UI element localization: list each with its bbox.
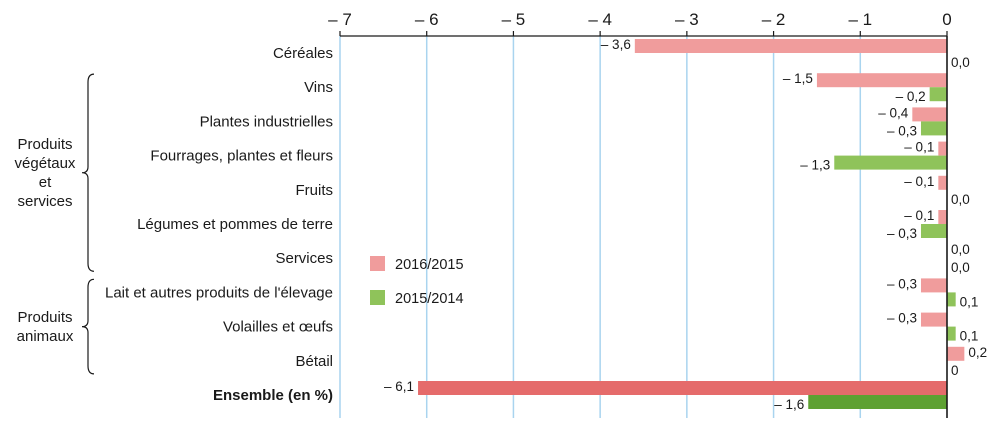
value-label: – 0,1 [904, 174, 934, 189]
category-label: Légumes et pommes de terre [137, 216, 333, 233]
legend: 2016/2015 2015/2014 [370, 256, 464, 307]
group-label: et [39, 174, 52, 191]
value-label: – 0,1 [904, 140, 934, 155]
category-label: Lait et autres produits de l'élevage [105, 284, 333, 301]
value-labels: – 3,6 0,0 – 1,5 – 0,2– 0,4 – 0,3 – 0,1 – 1,3 – … [384, 37, 987, 412]
category-label: Services [275, 250, 333, 267]
x-axis: – 7 – 6 – 5 – 4 – 3 – 2 – 1 0 [328, 10, 952, 418]
bar [920, 278, 947, 293]
category-label: Volailles et œufs [223, 319, 333, 336]
value-label: – 0,3 [887, 123, 917, 138]
bar [938, 175, 947, 190]
bar [947, 292, 956, 307]
x-tick-label: – 2 [762, 10, 786, 29]
value-label: – 0,1 [904, 208, 934, 223]
value-label: – 0,3 [887, 276, 917, 291]
category-labels: Céréales Vins Plantes industrielles Fourrag… [105, 45, 333, 404]
group-brace [81, 278, 95, 375]
value-label: 0,0 [951, 260, 970, 275]
gridlines [339, 36, 862, 418]
value-label: – 3,6 [601, 37, 631, 52]
bar [912, 107, 947, 122]
group-brace [81, 73, 95, 272]
group-label: services [17, 193, 72, 210]
bar [929, 87, 947, 102]
category-label: Céréales [273, 45, 333, 62]
value-label: – 0,4 [878, 105, 909, 120]
value-label: 0,0 [951, 55, 970, 70]
bar [920, 312, 947, 327]
value-label: 0 [951, 363, 959, 378]
bar [920, 121, 947, 136]
value-label: 0,1 [960, 329, 979, 344]
bar [816, 73, 947, 88]
category-label: Plantes industrielles [200, 113, 333, 130]
bar [418, 381, 947, 395]
bar [947, 326, 956, 341]
category-label: Fruits [296, 182, 334, 199]
group-label: Produits [17, 309, 72, 326]
value-label: 0,0 [951, 192, 970, 207]
legend-swatch [370, 256, 385, 271]
group-labels: Produits végétaux et services Produits animau… [15, 73, 95, 375]
legend-label: 2015/2014 [395, 291, 464, 307]
value-label: – 1,3 [800, 158, 830, 173]
category-label: Ensemble (en %) [213, 387, 333, 404]
bar [634, 39, 947, 53]
x-tick-label: – 4 [588, 10, 612, 29]
x-tick-label: – 6 [415, 10, 439, 29]
group-label: Produits [17, 136, 72, 153]
value-label: – 0,3 [887, 311, 917, 326]
group-label: animaux [17, 328, 74, 345]
value-label: – 0,3 [887, 226, 917, 241]
x-tick-label: – 3 [675, 10, 699, 29]
category-label: Vins [304, 79, 333, 96]
x-tick-label: – 7 [328, 10, 352, 29]
value-label: 0,0 [951, 242, 970, 257]
bar [947, 346, 965, 361]
x-tick-label: – 1 [848, 10, 872, 29]
value-label: – 6,1 [384, 379, 414, 394]
bar [938, 141, 947, 156]
bars [418, 39, 965, 409]
bar [920, 224, 947, 238]
group-label: végétaux [15, 155, 76, 172]
x-tick-label: 0 [942, 10, 951, 29]
value-label: – 0,2 [896, 89, 926, 104]
value-label: 0,1 [960, 294, 979, 309]
legend-label: 2016/2015 [395, 257, 464, 273]
bar [938, 210, 947, 224]
category-label: Fourrages, plantes et fleurs [150, 148, 333, 165]
x-tick-label: – 5 [502, 10, 526, 29]
category-label: Bétail [295, 353, 333, 370]
value-label: 0,2 [968, 345, 987, 360]
bar [808, 395, 947, 409]
bar [834, 155, 947, 170]
legend-swatch [370, 290, 385, 305]
value-label: – 1,6 [774, 397, 804, 412]
value-label: – 1,5 [783, 71, 813, 86]
